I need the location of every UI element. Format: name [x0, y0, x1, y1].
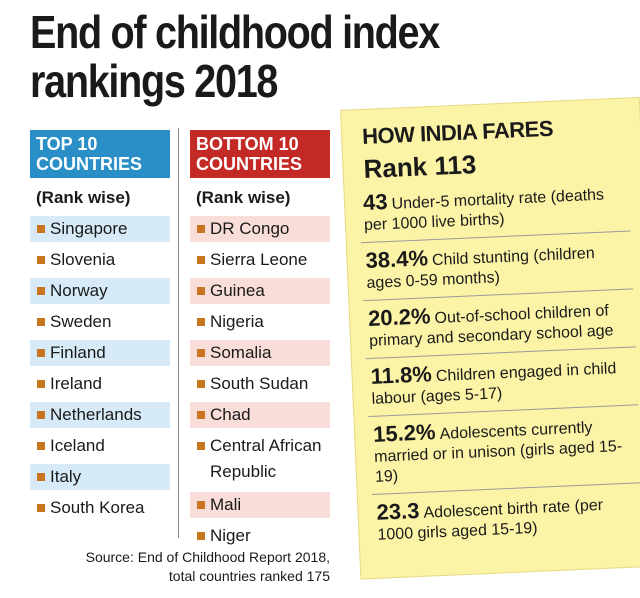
page-title: End of childhood index rankings 2018 [30, 8, 546, 106]
top-countries-column: TOP 10 COUNTRIES (Rank wise) Singapore S… [30, 130, 170, 526]
top-subheading: (Rank wise) [36, 188, 131, 207]
country-name: Chad [210, 405, 251, 424]
india-rank: Rank 113 [362, 149, 477, 185]
top-header-line-2: COUNTRIES [36, 154, 143, 174]
list-item: Mali [190, 492, 330, 518]
bullet-square-icon [197, 225, 205, 233]
bullet-square-icon [197, 411, 205, 419]
country-name: Finland [50, 343, 106, 362]
list-item: Sweden [30, 309, 170, 335]
country-name: Netherlands [50, 405, 142, 424]
bullet-square-icon [37, 504, 45, 512]
list-item: Italy [30, 464, 170, 490]
bottom-countries-list: DR Congo Sierra Leone Guinea Nigeria Som… [190, 216, 330, 549]
source-note: Source: End of Childhood Report 2018, to… [60, 548, 330, 586]
bullet-square-icon [197, 532, 205, 540]
india-panel: HOW INDIA FARES Rank 113 43 Under-5 morta… [340, 96, 640, 580]
list-item: Sierra Leone [190, 247, 330, 273]
bullet-square-icon [197, 256, 205, 264]
india-stat: 20.2% Out-of-school children of primary a… [363, 297, 636, 360]
bullet-square-icon [197, 442, 205, 450]
stat-value: 15.2% [372, 419, 437, 447]
stat-value: 38.4% [365, 245, 429, 274]
india-stat: 15.2% Adolescents currently married or in… [368, 413, 640, 495]
country-name: Mali [210, 495, 242, 514]
country-name: Iceland [50, 436, 105, 455]
bottom-countries-header: BOTTOM 10 COUNTRIES [190, 130, 330, 178]
bullet-square-icon [37, 225, 45, 233]
list-item: Nigeria [190, 309, 330, 335]
list-item: Iceland [30, 433, 170, 459]
list-item: South Korea [30, 495, 170, 521]
list-item: Central African Republic [190, 433, 340, 487]
country-name: Italy [50, 467, 82, 486]
list-item: Somalia [190, 340, 330, 366]
bullet-square-icon [37, 287, 45, 295]
list-item: Singapore [30, 216, 170, 242]
bullet-square-icon [37, 473, 45, 481]
top-header-line-1: TOP 10 [36, 134, 98, 154]
country-name: Sweden [50, 312, 112, 331]
bottom-header-line-1: BOTTOM 10 [196, 134, 299, 154]
bullet-square-icon [197, 287, 205, 295]
bullet-square-icon [197, 380, 205, 388]
list-item: Netherlands [30, 402, 170, 428]
bottom-subheading: (Rank wise) [196, 188, 291, 207]
india-stat: 43 Under-5 mortality rate (deaths per 100… [358, 181, 631, 244]
country-name: Somalia [210, 343, 272, 362]
country-name: South Sudan [210, 374, 309, 393]
country-name: Slovenia [50, 250, 116, 269]
india-stat: 23.3 Adolescent birth rate (per 1000 girl… [372, 491, 640, 552]
list-item: Guinea [190, 278, 330, 304]
list-item: Chad [190, 402, 330, 428]
country-name: Central African Republic [210, 436, 322, 481]
list-item: Finland [30, 340, 170, 366]
column-divider [178, 128, 179, 538]
stat-text: Under-5 mortality rate (deaths per 1000 … [363, 186, 605, 235]
bullet-square-icon [37, 442, 45, 450]
bottom-header-line-2: COUNTRIES [196, 154, 303, 174]
bottom-countries-column: BOTTOM 10 COUNTRIES (Rank wise) DR Congo… [190, 130, 330, 554]
india-stat: 11.8% Children engaged in child labour (a… [366, 355, 639, 418]
stat-value: 23.3 [376, 497, 420, 525]
source-line-1: Source: End of Childhood Report 2018, [85, 549, 330, 565]
title-line-1: End of childhood index [30, 6, 440, 58]
bullet-square-icon [37, 256, 45, 264]
stat-value: 20.2% [367, 303, 431, 331]
country-name: Guinea [210, 281, 265, 300]
country-name: Sierra Leone [210, 250, 308, 269]
bullet-square-icon [37, 411, 45, 419]
list-item: Niger [190, 523, 330, 549]
bullet-square-icon [197, 318, 205, 326]
top-countries-header: TOP 10 COUNTRIES [30, 130, 170, 178]
list-item: Slovenia [30, 247, 170, 273]
top-countries-list: Singapore Slovenia Norway Sweden Finland… [30, 216, 170, 521]
country-name: Niger [210, 526, 251, 545]
country-name: Norway [50, 281, 108, 300]
list-item: DR Congo [190, 216, 330, 242]
list-item: Norway [30, 278, 170, 304]
source-line-2: total countries ranked 175 [168, 568, 330, 584]
country-name: Ireland [50, 374, 102, 393]
title-line-2: rankings 2018 [30, 55, 278, 107]
country-name: Nigeria [210, 312, 264, 331]
country-name: DR Congo [210, 219, 290, 238]
bullet-square-icon [37, 318, 45, 326]
list-item: Ireland [30, 371, 170, 397]
bullet-square-icon [37, 349, 45, 357]
stat-value: 11.8% [370, 361, 433, 389]
stat-value: 43 [362, 189, 389, 216]
country-name: South Korea [50, 498, 145, 517]
bullet-square-icon [37, 380, 45, 388]
bullet-square-icon [197, 501, 205, 509]
country-name: Singapore [50, 219, 128, 238]
bullet-square-icon [197, 349, 205, 357]
list-item: South Sudan [190, 371, 330, 397]
india-stat: 38.4% Child stunting (children ages 0-59 … [361, 239, 634, 302]
